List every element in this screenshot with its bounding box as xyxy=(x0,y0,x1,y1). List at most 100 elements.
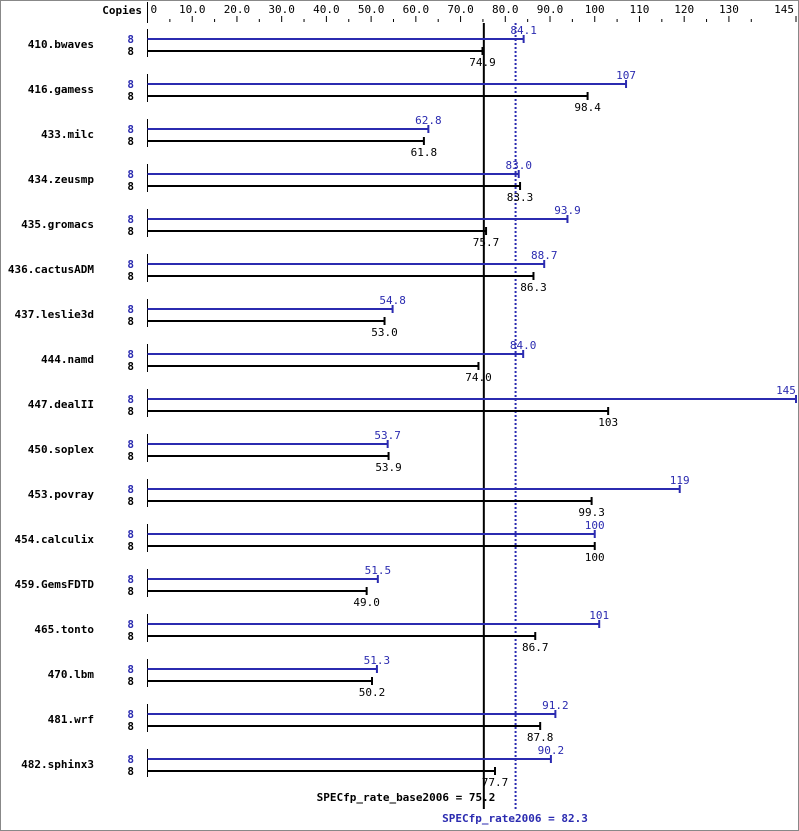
peak-value-label: 54.8 xyxy=(379,294,406,307)
category-label: 444.namd xyxy=(41,353,94,366)
base-value-label: 100 xyxy=(585,551,605,564)
base-value-label: 77.7 xyxy=(482,776,509,789)
category-label: 481.wrf xyxy=(48,713,94,726)
peak-value-label: 91.2 xyxy=(542,699,569,712)
base-copies: 8 xyxy=(127,765,134,778)
tick-label: 100 xyxy=(585,3,605,16)
tick-label: 30.0 xyxy=(268,3,295,16)
peak-copies: 8 xyxy=(127,753,134,766)
peak-value-label: 101 xyxy=(589,609,609,622)
peak-value-label: 62.8 xyxy=(415,114,442,127)
base-value-label: 98.4 xyxy=(574,101,601,114)
peak-value-label: 90.2 xyxy=(538,744,565,757)
peak-copies: 8 xyxy=(127,618,134,631)
category-label: 410.bwaves xyxy=(28,38,94,51)
base-value-label: 75.7 xyxy=(473,236,500,249)
tick-label: 90.0 xyxy=(537,3,564,16)
category-label: 482.sphinx3 xyxy=(21,758,94,771)
base-value-label: 86.7 xyxy=(522,641,549,654)
tick-label: 110 xyxy=(630,3,650,16)
base-reference-label: SPECfp_rate_base2006 = 75.2 xyxy=(317,791,496,804)
base-value-label: 50.2 xyxy=(359,686,386,699)
category-label: 450.soplex xyxy=(28,443,95,456)
category-label: 435.gromacs xyxy=(21,218,94,231)
peak-value-label: 100 xyxy=(585,519,605,532)
base-copies: 8 xyxy=(127,90,134,103)
tick-label: 50.0 xyxy=(358,3,385,16)
peak-value-label: 145 xyxy=(776,384,796,397)
category-label: 437.leslie3d xyxy=(15,308,94,321)
tick-label: 120 xyxy=(674,3,694,16)
tick-label: 20.0 xyxy=(224,3,251,16)
peak-reference-label: SPECfp_rate2006 = 82.3 xyxy=(442,812,588,825)
category-label: 453.povray xyxy=(28,488,95,501)
category-label: 454.calculix xyxy=(15,533,95,546)
base-value-label: 86.3 xyxy=(520,281,547,294)
tick-label: 130 xyxy=(719,3,739,16)
base-value-label: 99.3 xyxy=(578,506,605,519)
peak-copies: 8 xyxy=(127,123,134,136)
peak-value-label: 51.5 xyxy=(365,564,392,577)
category-label: 433.milc xyxy=(41,128,94,141)
base-value-label: 103 xyxy=(598,416,618,429)
peak-value-label: 53.7 xyxy=(374,429,401,442)
peak-copies: 8 xyxy=(127,168,134,181)
peak-copies: 8 xyxy=(127,78,134,91)
tick-label: 0 xyxy=(151,3,158,16)
peak-value-label: 84.0 xyxy=(510,339,537,352)
tick-label: 80.0 xyxy=(492,3,519,16)
base-value-label: 74.9 xyxy=(469,56,496,69)
base-value-label: 61.8 xyxy=(411,146,438,159)
peak-copies: 8 xyxy=(127,483,134,496)
category-label: 465.tonto xyxy=(34,623,94,636)
category-label: 459.GemsFDTD xyxy=(15,578,95,591)
peak-copies: 8 xyxy=(127,573,134,586)
base-copies: 8 xyxy=(127,45,134,58)
peak-copies: 8 xyxy=(127,303,134,316)
peak-copies: 8 xyxy=(127,348,134,361)
base-copies: 8 xyxy=(127,405,134,418)
base-value-label: 87.8 xyxy=(527,731,554,744)
copies-header: Copies xyxy=(102,4,142,17)
peak-value-label: 84.1 xyxy=(510,24,537,37)
peak-value-label: 119 xyxy=(670,474,690,487)
category-label: 436.cactusADM xyxy=(8,263,94,276)
base-copies: 8 xyxy=(127,315,134,328)
peak-value-label: 51.3 xyxy=(364,654,391,667)
tick-label: 70.0 xyxy=(447,3,474,16)
base-copies: 8 xyxy=(127,270,134,283)
category-label: 416.gamess xyxy=(28,83,94,96)
base-copies: 8 xyxy=(127,360,134,373)
peak-copies: 8 xyxy=(127,213,134,226)
tick-label: 60.0 xyxy=(403,3,430,16)
tick-label: 145 xyxy=(774,3,794,16)
peak-value-label: 93.9 xyxy=(554,204,581,217)
category-label: 447.dealII xyxy=(28,398,94,411)
tick-label: 10.0 xyxy=(179,3,206,16)
base-copies: 8 xyxy=(127,135,134,148)
peak-copies: 8 xyxy=(127,708,134,721)
base-copies: 8 xyxy=(127,225,134,238)
base-copies: 8 xyxy=(127,540,134,553)
category-label: 434.zeusmp xyxy=(28,173,95,186)
base-value-label: 49.0 xyxy=(353,596,380,609)
base-copies: 8 xyxy=(127,675,134,688)
base-value-label: 83.3 xyxy=(507,191,534,204)
base-copies: 8 xyxy=(127,720,134,733)
peak-copies: 8 xyxy=(127,528,134,541)
base-value-label: 53.0 xyxy=(371,326,398,339)
peak-copies: 8 xyxy=(127,438,134,451)
peak-copies: 8 xyxy=(127,33,134,46)
category-label: 470.lbm xyxy=(48,668,95,681)
peak-copies: 8 xyxy=(127,663,134,676)
peak-copies: 8 xyxy=(127,393,134,406)
base-copies: 8 xyxy=(127,180,134,193)
peak-value-label: 107 xyxy=(616,69,636,82)
base-copies: 8 xyxy=(127,495,134,508)
tick-label: 40.0 xyxy=(313,3,340,16)
peak-copies: 8 xyxy=(127,258,134,271)
base-copies: 8 xyxy=(127,450,134,463)
base-value-label: 53.9 xyxy=(375,461,402,474)
